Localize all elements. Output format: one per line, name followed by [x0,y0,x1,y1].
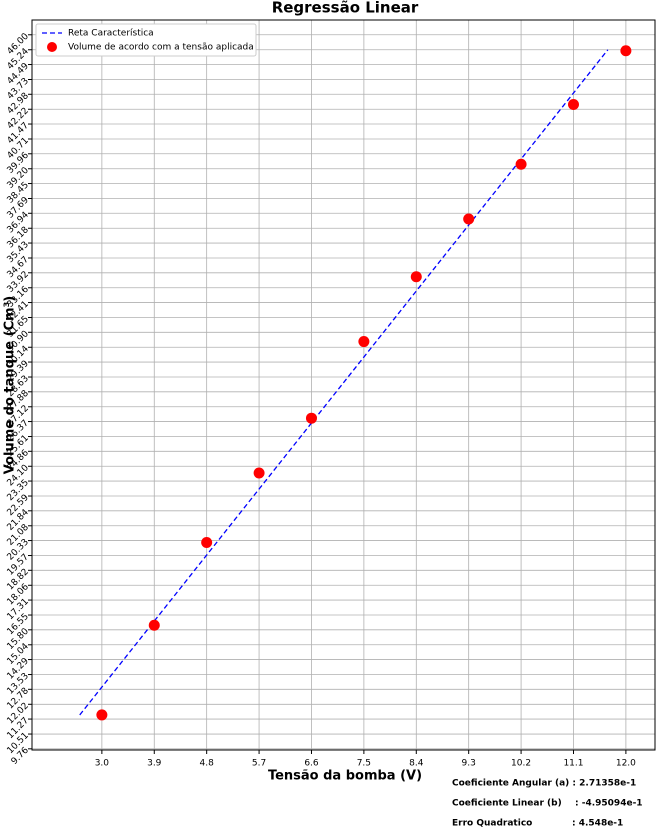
data-point [410,271,422,283]
data-point [567,99,579,111]
x-tick-label: 6.6 [304,759,319,769]
data-point [305,412,317,424]
data-point [515,158,527,170]
x-tick-label: 3.0 [95,759,110,769]
data-point [358,336,370,348]
legend-box [35,23,257,57]
annotation: Coeficiente Linear (b) [452,799,562,809]
x-tick-label: 8.4 [409,759,424,769]
data-point [620,45,632,57]
annotation: Erro Quadratico [452,819,532,829]
annotation: : -4.95094e-1 [575,799,643,809]
x-tick-label: 3.9 [147,759,162,769]
annotation: : 4.548e-1 [572,819,623,829]
x-tick-label: 7.5 [357,759,371,769]
data-point [201,537,213,549]
data-point [96,709,108,721]
x-tick-label: 5.7 [252,759,266,769]
x-axis-label: Tensão da bomba (V) [268,769,422,784]
chart-title: Regressão Linear [272,0,419,17]
x-tick-label: 10.2 [511,759,531,769]
data-point [148,619,160,631]
data-point [253,467,265,479]
x-tick-label: 4.8 [200,759,215,769]
x-tick-label: 12.0 [616,759,636,769]
annotation: Coeficiente Angular (a) : 2.71358e-1 [452,779,636,789]
legend-swatch [47,42,57,52]
x-tick-label: 9.3 [462,759,476,769]
x-tick-label: 11.1 [563,759,583,769]
legend-label: Reta Característica [68,29,154,39]
legend-label: Volume de acordo com a tensão aplicada [68,43,254,53]
plot-frame [31,19,656,751]
y-axis-label: Volume do tanque (Cm³) [3,296,18,474]
data-point [463,213,475,225]
